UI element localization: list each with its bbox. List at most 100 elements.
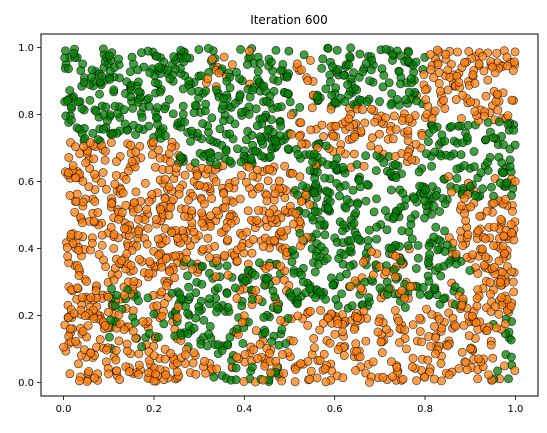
- orange-point: [220, 203, 230, 212]
- green-point: [469, 147, 479, 156]
- green-point: [160, 104, 170, 114]
- green-point: [235, 91, 245, 101]
- green-point: [274, 340, 284, 350]
- orange-point: [118, 188, 128, 198]
- orange-point: [63, 168, 73, 178]
- orange-point: [400, 293, 409, 303]
- green-point: [378, 82, 388, 92]
- green-point: [209, 372, 219, 382]
- green-point: [396, 202, 405, 212]
- orange-point: [83, 321, 93, 331]
- green-point: [129, 120, 138, 130]
- green-point: [375, 97, 384, 106]
- y-tick-label: 0.2: [18, 311, 34, 322]
- green-point: [424, 290, 433, 300]
- orange-point: [219, 52, 229, 62]
- orange-point: [127, 157, 137, 167]
- orange-point: [157, 262, 166, 272]
- orange-point: [197, 218, 207, 228]
- green-point: [313, 167, 322, 177]
- orange-point: [295, 131, 304, 141]
- green-point: [151, 113, 161, 122]
- orange-point: [426, 341, 436, 351]
- green-point: [430, 283, 440, 293]
- orange-point: [306, 125, 316, 135]
- orange-point: [172, 312, 182, 322]
- green-point: [223, 302, 233, 312]
- orange-point: [430, 106, 440, 116]
- green-point: [341, 203, 351, 213]
- green-point: [277, 325, 287, 334]
- orange-point: [255, 339, 265, 349]
- green-point: [251, 104, 261, 114]
- orange-point: [97, 178, 106, 187]
- orange-point: [277, 376, 287, 386]
- green-point: [133, 65, 143, 75]
- orange-point: [331, 121, 341, 131]
- green-point: [73, 97, 83, 107]
- green-point: [423, 258, 433, 268]
- green-point: [400, 303, 410, 312]
- green-point: [266, 57, 276, 67]
- orange-point: [375, 129, 384, 139]
- green-point: [435, 207, 445, 216]
- orange-point: [510, 366, 520, 376]
- green-point: [165, 74, 175, 84]
- orange-point: [435, 86, 445, 96]
- green-point: [144, 121, 154, 131]
- orange-point: [90, 169, 99, 179]
- orange-point: [184, 195, 193, 205]
- green-point: [404, 47, 414, 57]
- orange-point: [128, 326, 138, 336]
- orange-point: [367, 247, 376, 257]
- orange-point: [377, 348, 387, 358]
- orange-point: [71, 173, 80, 183]
- orange-point: [500, 248, 509, 258]
- green-point: [440, 199, 450, 209]
- green-point: [91, 106, 101, 116]
- green-point: [323, 187, 333, 197]
- green-point: [255, 58, 265, 68]
- orange-point: [464, 47, 474, 56]
- green-point: [212, 307, 221, 317]
- green-point: [494, 117, 504, 127]
- orange-point: [248, 235, 258, 244]
- orange-point: [119, 325, 129, 334]
- orange-point: [72, 283, 82, 293]
- green-point: [507, 352, 516, 362]
- orange-point: [454, 77, 464, 87]
- green-point: [439, 294, 448, 304]
- green-point: [384, 284, 393, 293]
- orange-point: [425, 367, 435, 377]
- orange-point: [480, 234, 490, 244]
- orange-point: [303, 76, 313, 86]
- green-point: [424, 241, 434, 251]
- green-point: [411, 57, 421, 67]
- orange-point: [481, 91, 491, 101]
- orange-point: [361, 336, 371, 346]
- green-point: [263, 125, 273, 135]
- orange-point: [346, 281, 355, 291]
- green-point: [204, 148, 214, 158]
- green-point: [201, 99, 211, 109]
- orange-point: [351, 366, 360, 375]
- orange-point: [134, 370, 143, 379]
- orange-point: [147, 150, 157, 160]
- green-point: [236, 45, 245, 54]
- orange-point: [197, 208, 207, 218]
- orange-point: [400, 325, 410, 335]
- green-point: [98, 124, 108, 134]
- orange-point: [159, 298, 169, 308]
- orange-point: [482, 326, 492, 336]
- orange-point: [181, 350, 190, 360]
- green-point: [333, 301, 343, 311]
- green-point: [161, 131, 170, 141]
- green-point: [79, 77, 89, 87]
- green-point: [215, 124, 225, 134]
- orange-point: [365, 377, 374, 387]
- orange-point: [191, 369, 201, 379]
- orange-point: [433, 45, 442, 55]
- orange-point: [473, 374, 483, 384]
- orange-point: [374, 317, 384, 327]
- orange-point: [443, 85, 453, 95]
